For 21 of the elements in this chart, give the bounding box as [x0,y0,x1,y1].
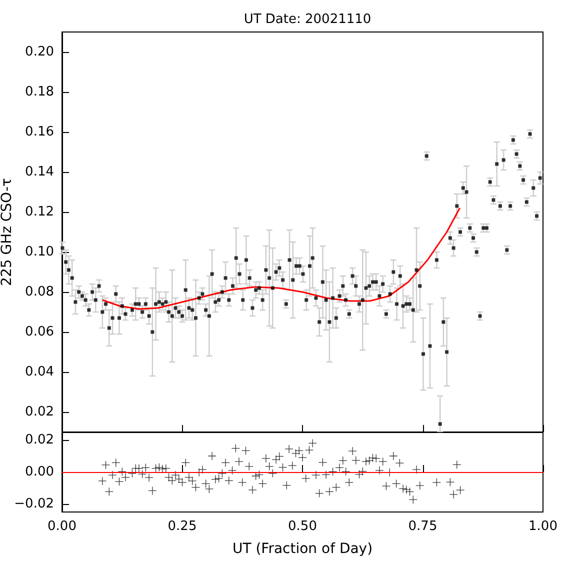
y-tick-label: 0.04 [25,364,54,380]
y-tick-label: −0.02 [14,496,54,512]
x-tick-label: 0.00 [48,519,76,534]
y-tick-label: 0.14 [25,164,54,180]
chart-title: UT Date: 20021110 [244,12,372,27]
y-tick-label: 0.12 [25,204,54,220]
y-tick-label: 0.16 [25,124,54,140]
y-tick-label: 0.20 [25,44,54,60]
x-axis-title: UT (Fraction of Day) [232,541,373,557]
x-tick-label: 1.00 [528,519,558,534]
y-tick-label: 0.06 [25,324,54,340]
x-tick-label: 0.50 [288,519,317,534]
y-tick-label: 0.02 [25,404,54,420]
y-tick-label: 0.02 [25,432,54,448]
x-tick-label: 0.25 [168,519,197,534]
y-tick-label: 0.18 [25,84,54,100]
x-tick-label: 0.75 [408,519,438,534]
y-tick-label: 0.00 [25,464,54,480]
y-tick-label: 0.08 [25,284,54,300]
y-axis-title: 225 GHz CSO-τ [0,178,15,286]
y-tick-label: 0.10 [25,244,54,260]
